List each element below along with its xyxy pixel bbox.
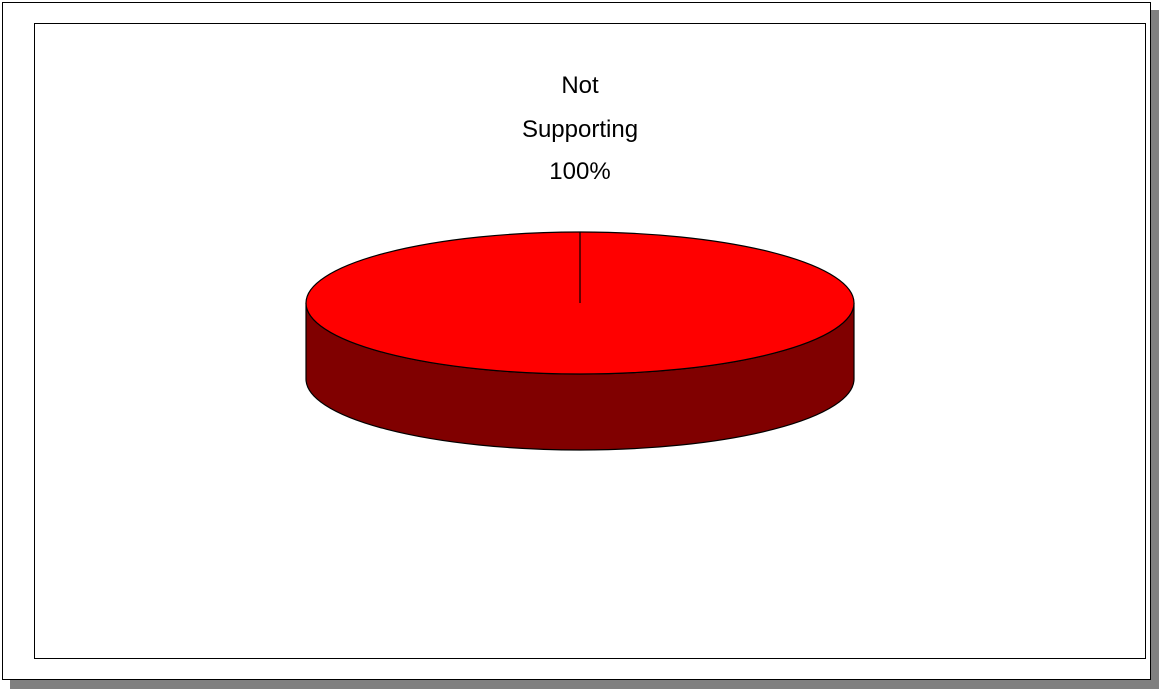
pie-group <box>305 231 855 451</box>
slice-label-line-2: Supporting <box>522 116 638 143</box>
slice-label-line-1: Not <box>561 72 599 99</box>
slice-label-group: Not Supporting 100% <box>522 72 638 185</box>
slice-percent-label: 100% <box>549 158 610 185</box>
